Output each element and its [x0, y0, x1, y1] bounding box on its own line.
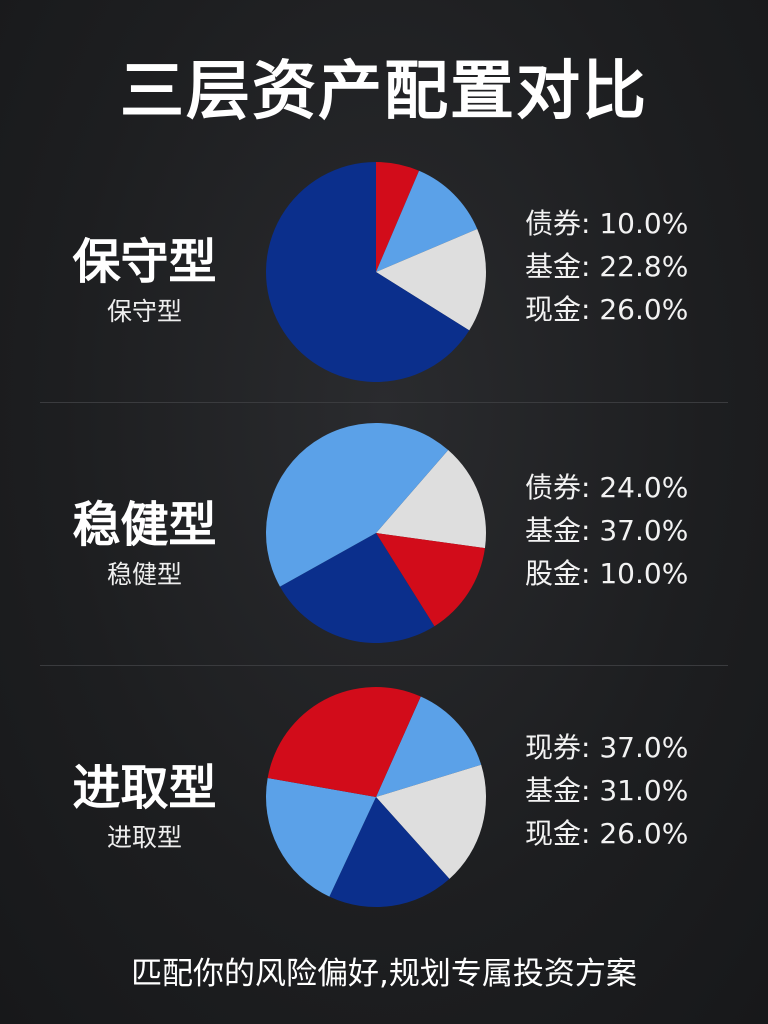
pie-slice-light-blue	[376, 170, 478, 272]
section-subtitle: 稳健型	[106, 560, 182, 589]
section-title: 进取型	[72, 760, 217, 816]
section-balanced: 稳健型 稳健型 债券: 24.0% 基金: 37.0% 股金: 10.0%	[0, 403, 768, 665]
legend: 债券: 24.0% 基金: 37.0% 股金: 10.0%	[525, 466, 688, 595]
legend-item: 基金: 31.0%	[525, 774, 689, 807]
pie-slice-gray	[376, 764, 486, 879]
pie-slice-dark-blue	[266, 162, 470, 382]
legend: 现券: 37.0% 基金: 31.0% 现金: 26.0%	[525, 726, 688, 855]
pie-slice-gray	[376, 228, 486, 331]
legend-item: 现金: 26.0%	[525, 293, 689, 326]
section-subtitle: 进取型	[106, 823, 182, 852]
pie-slice-red	[376, 533, 485, 627]
divider	[40, 665, 728, 666]
section-title: 稳健型	[72, 497, 217, 553]
legend: 债券: 10.0% 基金: 22.8% 现金: 26.0%	[525, 202, 688, 331]
pie-slice-light-blue	[266, 423, 449, 587]
page-title: 三层资产配置对比	[120, 55, 648, 129]
legend-item: 现金: 26.0%	[525, 817, 689, 850]
legend-item: 债券: 10.0%	[525, 207, 689, 240]
section-aggressive: 进取型 进取型 现券: 37.0% 基金: 31.0% 现金: 26.0%	[0, 666, 768, 928]
section-subtitle: 保守型	[106, 297, 182, 326]
pie-slice-dark-blue	[329, 797, 450, 907]
pie-chart-conservative	[266, 162, 486, 382]
pie-chart-balanced	[266, 423, 486, 643]
legend-item: 基金: 37.0%	[525, 514, 689, 547]
legend-item: 基金: 22.8%	[525, 250, 689, 283]
pie-slice-dark-blue	[279, 533, 435, 643]
section-conservative: 保守型 保守型 债券: 10.0% 基金: 22.8% 现金: 26.0%	[0, 140, 768, 402]
pie-chart-aggressive	[266, 687, 486, 907]
legend-item: 现券: 37.0%	[525, 731, 689, 764]
pie-slice-red	[376, 162, 420, 272]
footer-tagline: 匹配你的风险偏好,规划专属投资方案	[131, 956, 637, 992]
pie-slice-light-blue	[266, 777, 376, 897]
legend-item: 股金: 10.0%	[525, 557, 689, 590]
pie-slice-gray	[376, 449, 486, 549]
divider	[40, 402, 728, 403]
legend-item: 债券: 24.0%	[525, 471, 689, 504]
pie-slice-light-blue	[376, 696, 482, 797]
pie-slice-red	[267, 687, 421, 797]
section-title: 保守型	[72, 234, 217, 290]
